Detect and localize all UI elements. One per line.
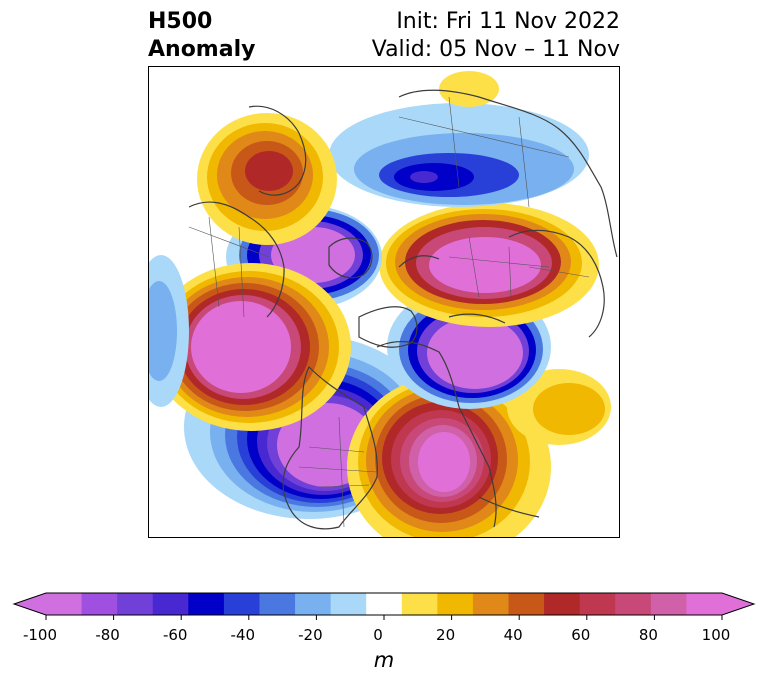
anomaly-high-russia [379, 203, 599, 327]
colorbar-cell [152, 593, 189, 615]
anomaly-high-greenland [197, 113, 337, 245]
colorbar-cell [472, 593, 510, 615]
anomaly-low-arctic [329, 103, 589, 207]
anomaly-high-eastpacific [507, 369, 611, 445]
colorbar-cell [437, 593, 474, 615]
colorbar-tick-label: 20 [436, 626, 456, 644]
anomaly-high-atlantic [151, 263, 351, 431]
init-date: Init: Fri 11 Nov 2022 [396, 9, 620, 34]
colorbar-cell [259, 593, 296, 615]
colorbar-tick-label: 40 [503, 626, 523, 644]
colorbar-unit: m [373, 648, 395, 672]
colorbar-cell [223, 593, 260, 615]
colorbar-cell [46, 593, 83, 615]
colorbar-over-arrow [722, 593, 754, 615]
colorbar-cell [401, 593, 438, 615]
anomaly-high-bering [347, 375, 551, 537]
colorbar-tick-label: -20 [298, 626, 323, 644]
colorbar-cell [615, 593, 652, 615]
coastlines [188, 89, 618, 530]
colorbar-cell [330, 593, 367, 615]
colorbar-cell [650, 593, 687, 615]
colorbar-cell [188, 593, 225, 615]
title-right: Init: Fri 11 Nov 2022 Valid: 05 Nov – 11… [372, 8, 620, 64]
variable-subtitle: Anomaly [148, 37, 256, 62]
colorbar-under-arrow [14, 593, 46, 615]
colorbar-tick-label: 60 [571, 626, 591, 644]
colorbar-tick-label: 100 [701, 626, 731, 644]
colorbar [12, 592, 756, 620]
colorbar-tick-label: -40 [230, 626, 256, 644]
colorbar-tick-label: -100 [22, 626, 58, 644]
colorbar-cell [686, 593, 723, 615]
colorbar-cell [508, 593, 545, 615]
map-svg [149, 71, 618, 537]
colorbar-cell [544, 593, 581, 615]
colorbar-cell [366, 593, 403, 615]
valid-range: Valid: 05 Nov – 11 Nov [371, 37, 620, 62]
variable-title: H500 [148, 9, 213, 34]
title-left: H500 Anomaly [148, 8, 255, 64]
colorbar-cell [81, 593, 118, 615]
colorbar-tick-label: -60 [162, 626, 188, 644]
country-borders [188, 96, 590, 528]
colorbar-tick-label: -80 [95, 626, 120, 644]
anomaly-high-top [439, 71, 499, 107]
anomaly-low-leftedge [149, 255, 189, 407]
colorbar-tick-label: 80 [638, 626, 658, 644]
colorbar-cell [579, 593, 616, 615]
colorbar-cell [117, 593, 154, 615]
anomaly-map [148, 66, 620, 538]
colorbar-tick-label: 0 [373, 626, 383, 644]
colorbar-cell [295, 593, 332, 615]
